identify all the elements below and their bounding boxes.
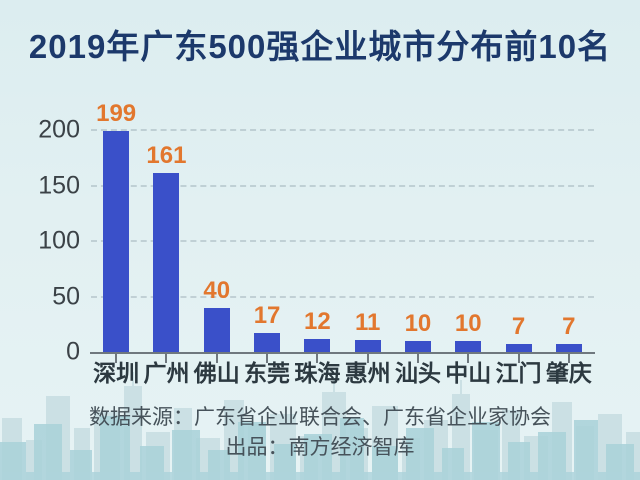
- x-axis-label: 珠海: [294, 360, 341, 386]
- y-tick-label: 50: [52, 282, 80, 310]
- x-axis-tick: [567, 354, 570, 363]
- bar-value-label: 12: [303, 307, 331, 335]
- bar: [203, 307, 230, 352]
- x-axis-tick: [115, 354, 118, 363]
- x-axis-tick: [266, 354, 269, 363]
- x-axis-label: 江门: [495, 360, 542, 386]
- x-axis-tick: [517, 354, 520, 363]
- bar: [404, 340, 431, 352]
- bar: [153, 173, 180, 352]
- x-axis-label: 肇庆: [545, 360, 592, 386]
- bar: [354, 339, 381, 352]
- gridline-150: [91, 184, 594, 187]
- bar-value-label: 10: [454, 309, 482, 337]
- y-tick-label: 150: [38, 171, 80, 199]
- x-axis-label: 中山: [445, 360, 492, 386]
- gridline-100: [91, 240, 594, 242]
- bar-value-label: 7: [511, 313, 526, 341]
- x-axis-label: 惠州: [344, 360, 391, 386]
- city-skyline-icon: [0, 372, 640, 480]
- bar-value-label: 7: [562, 313, 576, 341]
- data-source-line: 数据来源：广东省企业联合会、广东省企业家协会: [89, 406, 551, 429]
- bar-value-label: 161: [146, 142, 187, 170]
- bar-value-label: 10: [404, 309, 432, 337]
- x-axis-tick: [215, 354, 218, 363]
- bar: [455, 340, 482, 352]
- chart-title: 2019年广东500强企业城市分布前10名: [28, 28, 612, 65]
- x-axis-line: [90, 352, 595, 354]
- x-axis-tick: [366, 354, 369, 363]
- bar-value-label: 11: [354, 308, 381, 336]
- x-axis-label: 深圳: [93, 360, 140, 386]
- bar: [254, 333, 281, 352]
- x-axis-label: 东莞: [244, 360, 291, 386]
- bar: [505, 344, 532, 352]
- bar: [304, 338, 331, 352]
- x-axis-tick: [416, 354, 419, 363]
- x-axis-label: 汕头: [394, 360, 441, 386]
- bar: [555, 344, 582, 352]
- bar-value-label: 17: [253, 302, 281, 330]
- bar: [103, 131, 130, 352]
- producer-line: 出品：南方经济智库: [225, 436, 415, 459]
- y-tick-label: 200: [38, 115, 80, 144]
- x-axis-label: 广州: [143, 360, 190, 386]
- y-tick-label: 100: [38, 226, 80, 255]
- x-axis-label: 佛山: [193, 360, 240, 386]
- bar-value-label: 40: [203, 276, 231, 304]
- bar-value-label: 199: [96, 100, 137, 128]
- x-axis-tick: [316, 354, 319, 363]
- gridline-200: [91, 129, 594, 131]
- gridline-50: [91, 295, 594, 298]
- x-axis-tick: [467, 354, 470, 363]
- y-tick-label: 0: [66, 337, 80, 366]
- x-axis-tick: [165, 354, 168, 363]
- footer: 数据来源：广东省企业联合会、广东省企业家协会 出品：南方经济智库: [0, 403, 640, 463]
